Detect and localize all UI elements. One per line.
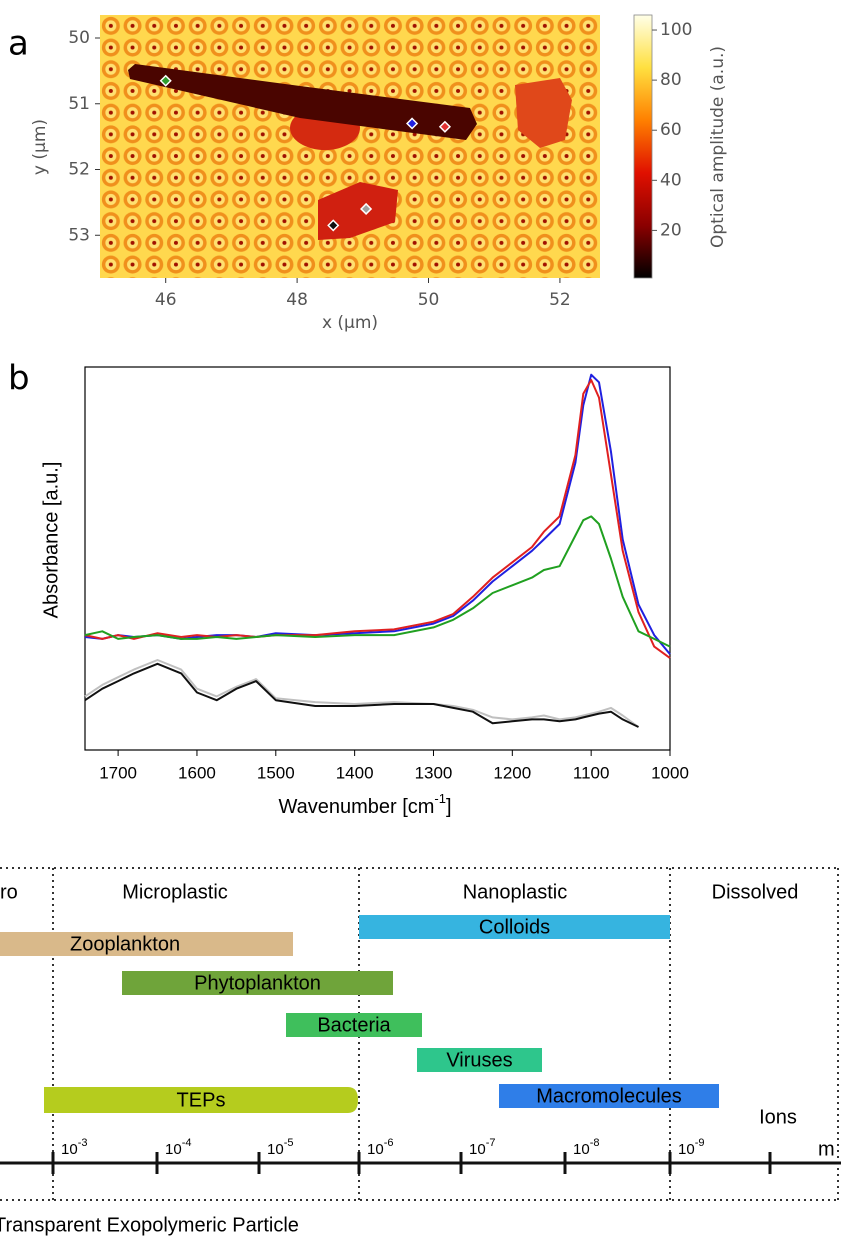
region-label: Nanoplastic	[463, 881, 568, 903]
scale-label: 10-6	[367, 1137, 393, 1158]
scale-label-exp: -6	[384, 1137, 394, 1149]
scale-label-exp: -5	[284, 1137, 294, 1149]
x-tick-label: 1300	[415, 763, 453, 782]
spectrum-line	[84, 515, 671, 648]
x-axis-label-tail: ]	[446, 796, 452, 818]
scale-label-exp: -3	[78, 1137, 88, 1149]
marker	[159, 74, 172, 87]
colorbar-label: Optical amplitude (a.u.)	[708, 46, 728, 248]
colorbar	[633, 14, 653, 279]
size-bar-label: Bacteria	[317, 1014, 391, 1036]
scale-label-base: 10	[267, 1141, 284, 1158]
scale-label: 10-5	[267, 1137, 293, 1158]
region-label: Dissolved	[712, 881, 799, 903]
y-tick-label: 50	[68, 28, 90, 48]
size-bar	[499, 1084, 719, 1108]
size-bar-label: Zooplankton	[70, 933, 180, 955]
x-tick-label: 1000	[651, 763, 689, 782]
size-bar	[44, 1087, 358, 1113]
scale-label: 10-3	[61, 1137, 87, 1158]
region-label: ro	[0, 881, 18, 903]
colorbar-tick-label: 80	[660, 70, 682, 90]
marker	[327, 219, 340, 232]
size-bar	[417, 1048, 542, 1072]
spectrum-line	[84, 373, 671, 655]
x-tick-label: 1400	[336, 763, 374, 782]
scale-label-exp: -9	[695, 1137, 705, 1149]
spectrum-line	[84, 379, 671, 659]
size-bar-label: Viruses	[446, 1049, 512, 1071]
scale-label-base: 10	[61, 1141, 78, 1158]
y-tick-label: 52	[68, 160, 90, 180]
y-axis-label: Absorbance [a.u.]	[40, 462, 62, 619]
size-bar-label: Phytoplankton	[194, 972, 321, 994]
x-tick-label: 46	[155, 290, 177, 310]
size-bar-label: TEPs	[177, 1089, 226, 1111]
colorbar-tick-label: 20	[660, 220, 682, 240]
ions-label: Ions	[759, 1106, 797, 1128]
colorbar-tick-label: 60	[660, 120, 682, 140]
size-bar	[0, 932, 293, 956]
scale-label-exp: -4	[182, 1137, 192, 1149]
x-tick-label: 52	[549, 290, 571, 310]
colorbar-tick-label: 40	[660, 170, 682, 190]
scale-label-base: 10	[678, 1141, 695, 1158]
x-tick-label: 1200	[493, 763, 531, 782]
scale-label-base: 10	[469, 1141, 486, 1158]
x-tick-label: 1500	[257, 763, 295, 782]
marker	[406, 117, 419, 130]
panel-label: b	[8, 359, 30, 399]
size-bar-label: Macromolecules	[536, 1085, 682, 1107]
y-axis-label: y (µm)	[30, 119, 50, 175]
marker	[438, 120, 452, 133]
scale-label-exp: -7	[486, 1137, 496, 1149]
scale-label-base: 10	[367, 1141, 384, 1158]
colorbar-tick-label: 100	[660, 20, 692, 40]
y-tick-label: 51	[68, 94, 90, 114]
size-bar	[286, 1013, 422, 1037]
heatmap-image	[100, 15, 600, 278]
x-tick-label: 1100	[573, 763, 610, 782]
scale-label: 10-4	[165, 1137, 191, 1158]
scale-label-base: 10	[165, 1141, 182, 1158]
scale-label: 10-7	[469, 1137, 495, 1158]
size-bar-label: Colloids	[479, 916, 550, 938]
spectrum-line	[84, 662, 639, 728]
panel-label: a	[8, 24, 29, 64]
x-tick-label: 1700	[99, 763, 137, 782]
x-axis-label: x (µm)	[322, 313, 378, 333]
x-tick-label: 50	[418, 290, 440, 310]
size-bar	[359, 915, 670, 939]
spectrum-line	[84, 659, 640, 728]
scale-label-base: 10	[573, 1141, 590, 1158]
scale-label: 10-9	[678, 1137, 704, 1158]
marker	[360, 202, 373, 216]
footnote: Transparent Exopolymeric Particle	[0, 1214, 299, 1236]
x-tick-label: 48	[286, 290, 308, 310]
x-axis-label: Wavenumber [cm-1]	[278, 791, 451, 818]
x-tick-label: 1600	[178, 763, 216, 782]
y-tick-label: 53	[68, 225, 90, 245]
x-axis-label-sup: -1	[434, 791, 446, 806]
scale-label-exp: -8	[590, 1137, 600, 1149]
x-axis-label-text: Wavenumber [cm	[278, 796, 434, 818]
unit-label: m	[818, 1138, 835, 1160]
size-bar	[122, 971, 393, 995]
plot-frame	[84, 366, 671, 751]
scale-label: 10-8	[573, 1137, 599, 1158]
region-label: Microplastic	[122, 881, 228, 903]
